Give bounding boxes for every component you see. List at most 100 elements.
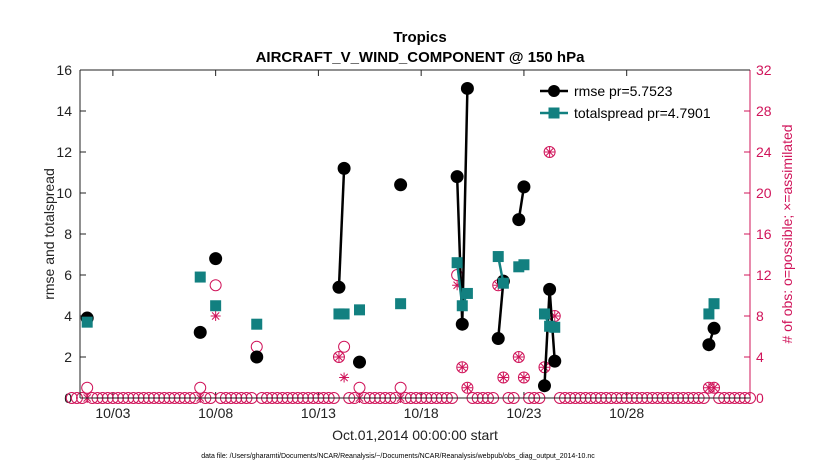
rmse-point [450, 170, 464, 184]
totalspread-point [338, 308, 350, 320]
left-y-tick-label: 2 [64, 349, 72, 365]
right-y-tick-label: 8 [756, 308, 764, 324]
obs-possible-marker [497, 371, 510, 384]
obs-assimilated-marker [709, 382, 720, 393]
obs-assimilated-stroke [499, 373, 508, 382]
obs-possible-marker [65, 392, 78, 404]
left-y-tick-label: 8 [64, 226, 72, 242]
left-y-axis-label: rmse and totalspread [41, 168, 57, 300]
obs-assimilated-marker [498, 372, 509, 383]
obs-possible-marker [512, 351, 525, 363]
totalspread-point [210, 300, 222, 312]
rmse-line [496, 281, 505, 339]
rmse-point [209, 252, 223, 266]
obs-assimilated-stroke [335, 353, 343, 361]
rmse-point [707, 321, 721, 335]
right-y-tick-label: 0 [756, 390, 764, 406]
right-y-tick-label: 16 [756, 226, 772, 242]
obs-assimilated-marker [210, 311, 221, 321]
obs-assimilated-stroke [519, 373, 528, 382]
chart-title: Tropics [393, 29, 446, 46]
obs-possible-marker [338, 340, 351, 353]
x-tick-label: 10/18 [404, 405, 439, 421]
rmse-point [491, 332, 505, 346]
left-y-tick-label: 16 [56, 62, 72, 78]
obs-assimilated-marker [339, 372, 350, 383]
rmse-point [250, 350, 264, 364]
data-file-footnote: data file: /Users/gharamti/Documents/NCA… [201, 453, 595, 460]
x-tick-label: 10/13 [301, 405, 336, 421]
rmse-point [537, 379, 551, 393]
left-y-tick-label: 10 [56, 185, 72, 201]
legend: rmse pr=5.7523 totalspread pr=4.7901 [532, 79, 744, 127]
totalspread-point [549, 321, 561, 333]
right-y-tick-label: 20 [756, 185, 772, 201]
rmse-point [332, 280, 346, 294]
rmse-point [517, 180, 531, 194]
x-axis-label: Oct.01,2014 00:00:00 start [332, 427, 498, 443]
totalspread-point [194, 271, 206, 283]
rmse-point [702, 338, 716, 352]
obs-possible-marker [332, 351, 345, 363]
obs-possible-marker [517, 371, 530, 384]
x-tick-label: 10/23 [506, 405, 541, 421]
right-y-tick-label: 12 [756, 267, 772, 283]
obs-assimilated-stroke [458, 363, 467, 372]
obs-assimilated-stroke [211, 312, 220, 320]
totalspread-point [538, 308, 550, 320]
totalspread-point [81, 316, 93, 328]
obs-assimilated-stroke [340, 373, 349, 382]
left-y-tick-label: 0 [64, 390, 72, 406]
right-y-tick-label: 4 [756, 349, 764, 365]
rmse-point [394, 178, 408, 192]
totalspread-point [251, 318, 263, 330]
obs-possible-marker [209, 279, 222, 292]
rmse-point [512, 213, 526, 227]
legend-spread-marker [548, 107, 560, 119]
obs-assimilated-marker [457, 362, 468, 373]
legend-rmse-label: rmse pr=5.7523 [574, 83, 673, 99]
x-axis-ticks: 10/03 10/08 10/13 10/18 10/23 10/28 [95, 70, 644, 421]
totalspread-point [451, 257, 463, 269]
right-y-tick-label: 28 [756, 103, 772, 119]
left-y-tick-label: 6 [64, 267, 72, 283]
left-y-axis-ticks: 0 2 4 6 8 10 12 14 16 [56, 62, 86, 406]
right-y-tick-label: 24 [756, 144, 772, 160]
x-tick-label: 10/28 [609, 405, 644, 421]
x-tick-label: 10/03 [95, 405, 130, 421]
rmse-point [353, 355, 367, 369]
rmse-point [337, 161, 351, 175]
legend-spread-label: totalspread pr=4.7901 [574, 105, 711, 121]
totalspread-point [461, 287, 473, 299]
obs-assimilated-marker [462, 382, 473, 393]
obs-assimilated-stroke [545, 148, 554, 156]
rmse-point [460, 81, 474, 95]
obs-assimilated-stroke [514, 353, 523, 361]
obs-possible-marker [461, 381, 474, 394]
totalspread-point [518, 259, 530, 271]
totalspread-point [497, 277, 509, 289]
obs-assimilated-stroke [710, 383, 718, 392]
totalspread-point [354, 304, 366, 316]
rmse-point [193, 325, 207, 339]
legend-background [532, 79, 744, 127]
rmse-point [543, 282, 557, 296]
totalspread-point [703, 308, 715, 320]
right-y-axis-label: # of obs: o=possible; ×=assimilated [779, 124, 795, 343]
obs-possible-marker [456, 361, 469, 374]
obs-assimilated-marker [544, 147, 555, 157]
totalspread-point [708, 298, 720, 310]
left-y-tick-label: 4 [64, 308, 72, 324]
obs-possible-marker [543, 146, 556, 158]
right-y-axis-ticks: 0 4 8 12 16 20 24 28 32 [744, 62, 772, 406]
left-y-tick-label: 14 [56, 103, 72, 119]
obs-assimilated-marker [518, 372, 529, 383]
totalspread-point [492, 251, 504, 263]
totalspread-point [395, 298, 407, 310]
obs-assimilated-marker [513, 352, 524, 362]
series-layer [80, 81, 721, 393]
rmse-point [455, 317, 469, 331]
rmse-point [548, 354, 562, 368]
right-y-tick-label: 32 [756, 62, 772, 78]
